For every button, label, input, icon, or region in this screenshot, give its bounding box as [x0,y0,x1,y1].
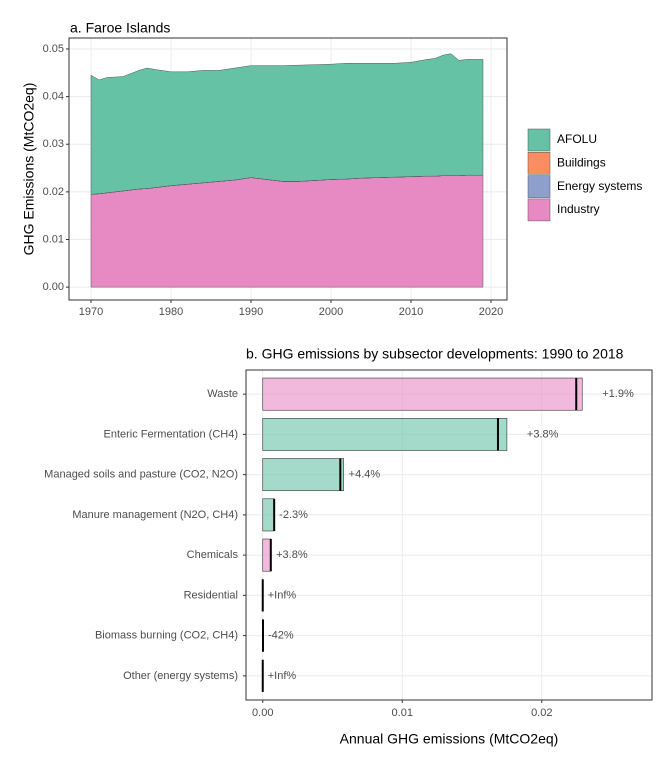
x-tick-label: 1980 [159,306,183,318]
y-tick-label: 0.05 [43,43,64,55]
y-tick-label: 0.04 [43,90,64,102]
y-tick-label: Managed soils and pasture (CO2, N2O) [44,469,238,481]
bar [262,458,344,492]
legend-label: Industry [557,202,600,216]
y-axis-title: GHG Emissions (MtCO2eq) [21,83,37,256]
area [90,174,484,288]
chart-title: a. Faroe Islands [70,20,170,36]
bar [262,417,508,451]
legend-label: AFOLU [557,132,597,146]
x-tick-label: 0.02 [531,707,552,719]
y-tick-label: 0.03 [43,138,64,150]
x-tick-label: 2020 [479,306,503,318]
plot-border [68,37,508,301]
x-axis-title: Annual GHG emissions (MtCO2eq) [340,731,559,747]
x-tick-label: 0.00 [252,707,273,719]
change-label: +3.8% [527,428,559,440]
y-tick-label: Manure management (N2O, CH4) [72,509,238,521]
y-tick-label: Enteric Fermentation (CH4) [104,428,239,440]
bar [262,498,275,532]
change-label: +1.9% [602,388,634,400]
change-label: -2.3% [279,509,308,521]
x-tick-label: 1990 [239,306,263,318]
y-tick-label: Chemicals [187,549,239,561]
x-tick-label: 1970 [79,306,103,318]
legend-key [527,128,551,152]
plot-border [245,369,653,701]
change-label: -42% [268,630,294,642]
y-tick-label: 0.02 [43,186,64,198]
legend-key [527,198,551,222]
chart-title: b. GHG emissions by subsector developmen… [246,346,624,362]
y-tick-label: 0.00 [43,281,64,293]
change-label: +Inf% [268,670,297,682]
change-label: +3.8% [276,549,308,561]
area [90,53,484,195]
change-label: +4.4% [349,469,381,481]
y-tick-label: Residential [184,589,238,601]
change-label: +Inf% [268,589,297,601]
y-tick-label: 0.01 [43,233,64,245]
x-tick-label: 2000 [319,306,343,318]
legend-label: Buildings [557,155,606,169]
x-tick-label: 0.01 [392,707,413,719]
legend-label: Energy systems [557,179,642,193]
legend-key [527,175,551,198]
bar [262,377,583,411]
legend-key [527,152,551,175]
y-tick-label: Biomass burning (CO2, CH4) [95,630,238,642]
y-tick-label: Other (energy systems) [123,670,238,682]
x-tick-label: 2010 [399,306,423,318]
y-tick-label: Waste [207,388,238,400]
